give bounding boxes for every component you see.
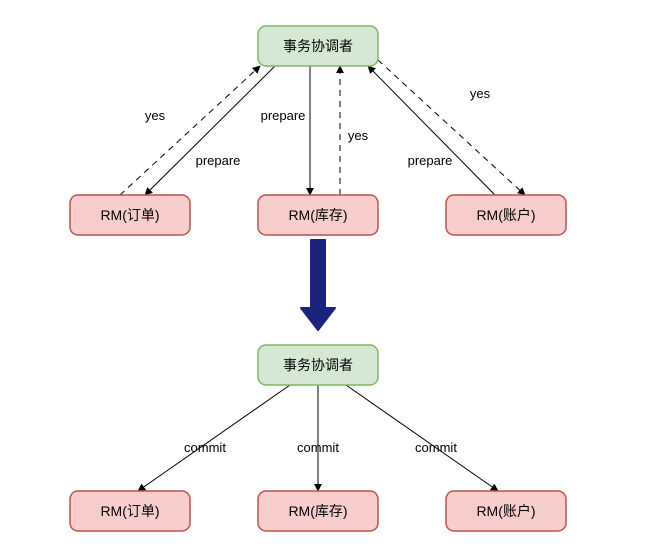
- edge: [120, 66, 260, 195]
- edge-label: commit: [184, 440, 226, 455]
- phase-transition-arrow: [301, 240, 335, 330]
- edge-label: prepare: [261, 108, 306, 123]
- edge: [346, 385, 498, 491]
- edge-label: yes: [348, 128, 369, 143]
- edge-label: yes: [145, 108, 166, 123]
- node-label: 事务协调者: [283, 38, 353, 54]
- node-label: RM(库存): [288, 207, 347, 223]
- edge-label: prepare: [408, 153, 453, 168]
- node-label: 事务协调者: [283, 357, 353, 373]
- edge-label: commit: [297, 440, 339, 455]
- node-label: RM(订单): [100, 207, 159, 223]
- edge-label: yes: [470, 86, 491, 101]
- node-label: RM(订单): [100, 503, 159, 519]
- node-label: RM(账户): [476, 503, 535, 519]
- edge: [138, 385, 290, 491]
- node-label: RM(库存): [288, 503, 347, 519]
- edge: [145, 66, 275, 195]
- edge-label: commit: [415, 440, 457, 455]
- two-phase-commit-diagram: prepare yes prepare yes yes prepare commit comm…: [0, 0, 666, 557]
- node-label: RM(账户): [476, 207, 535, 223]
- edge-label: prepare: [196, 153, 241, 168]
- edge: [378, 60, 525, 195]
